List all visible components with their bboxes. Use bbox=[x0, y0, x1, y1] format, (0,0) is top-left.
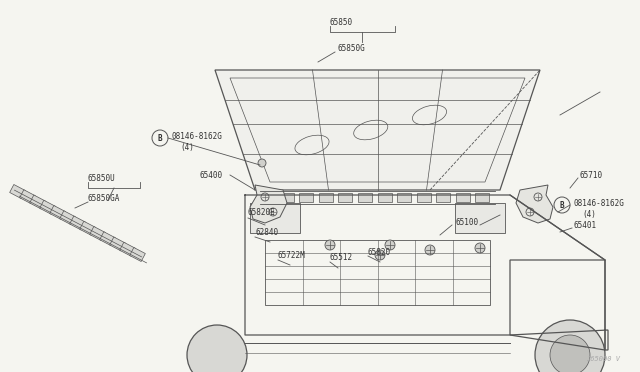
Circle shape bbox=[535, 320, 605, 372]
Bar bbox=[250, 203, 300, 233]
Bar bbox=[130, 247, 145, 262]
Bar bbox=[50, 205, 65, 219]
Text: 65710: 65710 bbox=[580, 170, 603, 180]
Bar bbox=[455, 203, 505, 233]
Text: 65400: 65400 bbox=[200, 170, 223, 180]
Bar bbox=[358, 193, 372, 202]
Bar bbox=[40, 200, 55, 214]
Text: 65401: 65401 bbox=[574, 221, 597, 230]
Bar bbox=[10, 185, 26, 199]
Text: 65850GA: 65850GA bbox=[88, 193, 120, 202]
Text: 65722M: 65722M bbox=[278, 250, 306, 260]
Circle shape bbox=[187, 325, 247, 372]
Bar bbox=[397, 193, 411, 202]
Circle shape bbox=[325, 240, 335, 250]
Text: 65850U: 65850U bbox=[88, 173, 116, 183]
Bar bbox=[280, 193, 294, 202]
Bar bbox=[339, 193, 353, 202]
Bar bbox=[100, 232, 115, 246]
Text: 65850G: 65850G bbox=[338, 44, 365, 52]
Text: (4): (4) bbox=[180, 142, 194, 151]
Polygon shape bbox=[516, 185, 553, 223]
Text: (4): (4) bbox=[582, 209, 596, 218]
Text: 65820E: 65820E bbox=[248, 208, 276, 217]
Polygon shape bbox=[215, 70, 540, 190]
Bar bbox=[436, 193, 451, 202]
Bar bbox=[90, 227, 106, 241]
Bar bbox=[20, 190, 35, 204]
Bar bbox=[299, 193, 313, 202]
Circle shape bbox=[475, 243, 485, 253]
Bar bbox=[109, 237, 125, 251]
Text: 65100: 65100 bbox=[455, 218, 478, 227]
Text: 65820: 65820 bbox=[368, 247, 391, 257]
Text: B: B bbox=[560, 201, 564, 209]
Bar bbox=[319, 193, 333, 202]
Bar bbox=[378, 193, 392, 202]
Bar bbox=[120, 242, 135, 256]
Circle shape bbox=[375, 250, 385, 260]
Text: 62840: 62840 bbox=[255, 228, 278, 237]
Bar bbox=[60, 211, 76, 225]
Text: 08146-8162G: 08146-8162G bbox=[574, 199, 625, 208]
Text: 08146-8162G: 08146-8162G bbox=[172, 131, 223, 141]
Bar bbox=[79, 221, 95, 235]
Circle shape bbox=[425, 245, 435, 255]
Bar bbox=[260, 193, 274, 202]
Bar bbox=[476, 193, 490, 202]
Text: 65850: 65850 bbox=[330, 17, 353, 26]
Polygon shape bbox=[250, 185, 287, 223]
Circle shape bbox=[550, 335, 590, 372]
Text: 65512: 65512 bbox=[330, 253, 353, 263]
Text: J65000 V: J65000 V bbox=[586, 356, 620, 362]
Bar bbox=[29, 195, 45, 209]
Circle shape bbox=[258, 159, 266, 167]
Circle shape bbox=[385, 240, 395, 250]
Text: B: B bbox=[157, 134, 163, 142]
Bar bbox=[417, 193, 431, 202]
Bar bbox=[456, 193, 470, 202]
Bar bbox=[70, 216, 85, 230]
Bar bbox=[265, 240, 490, 305]
